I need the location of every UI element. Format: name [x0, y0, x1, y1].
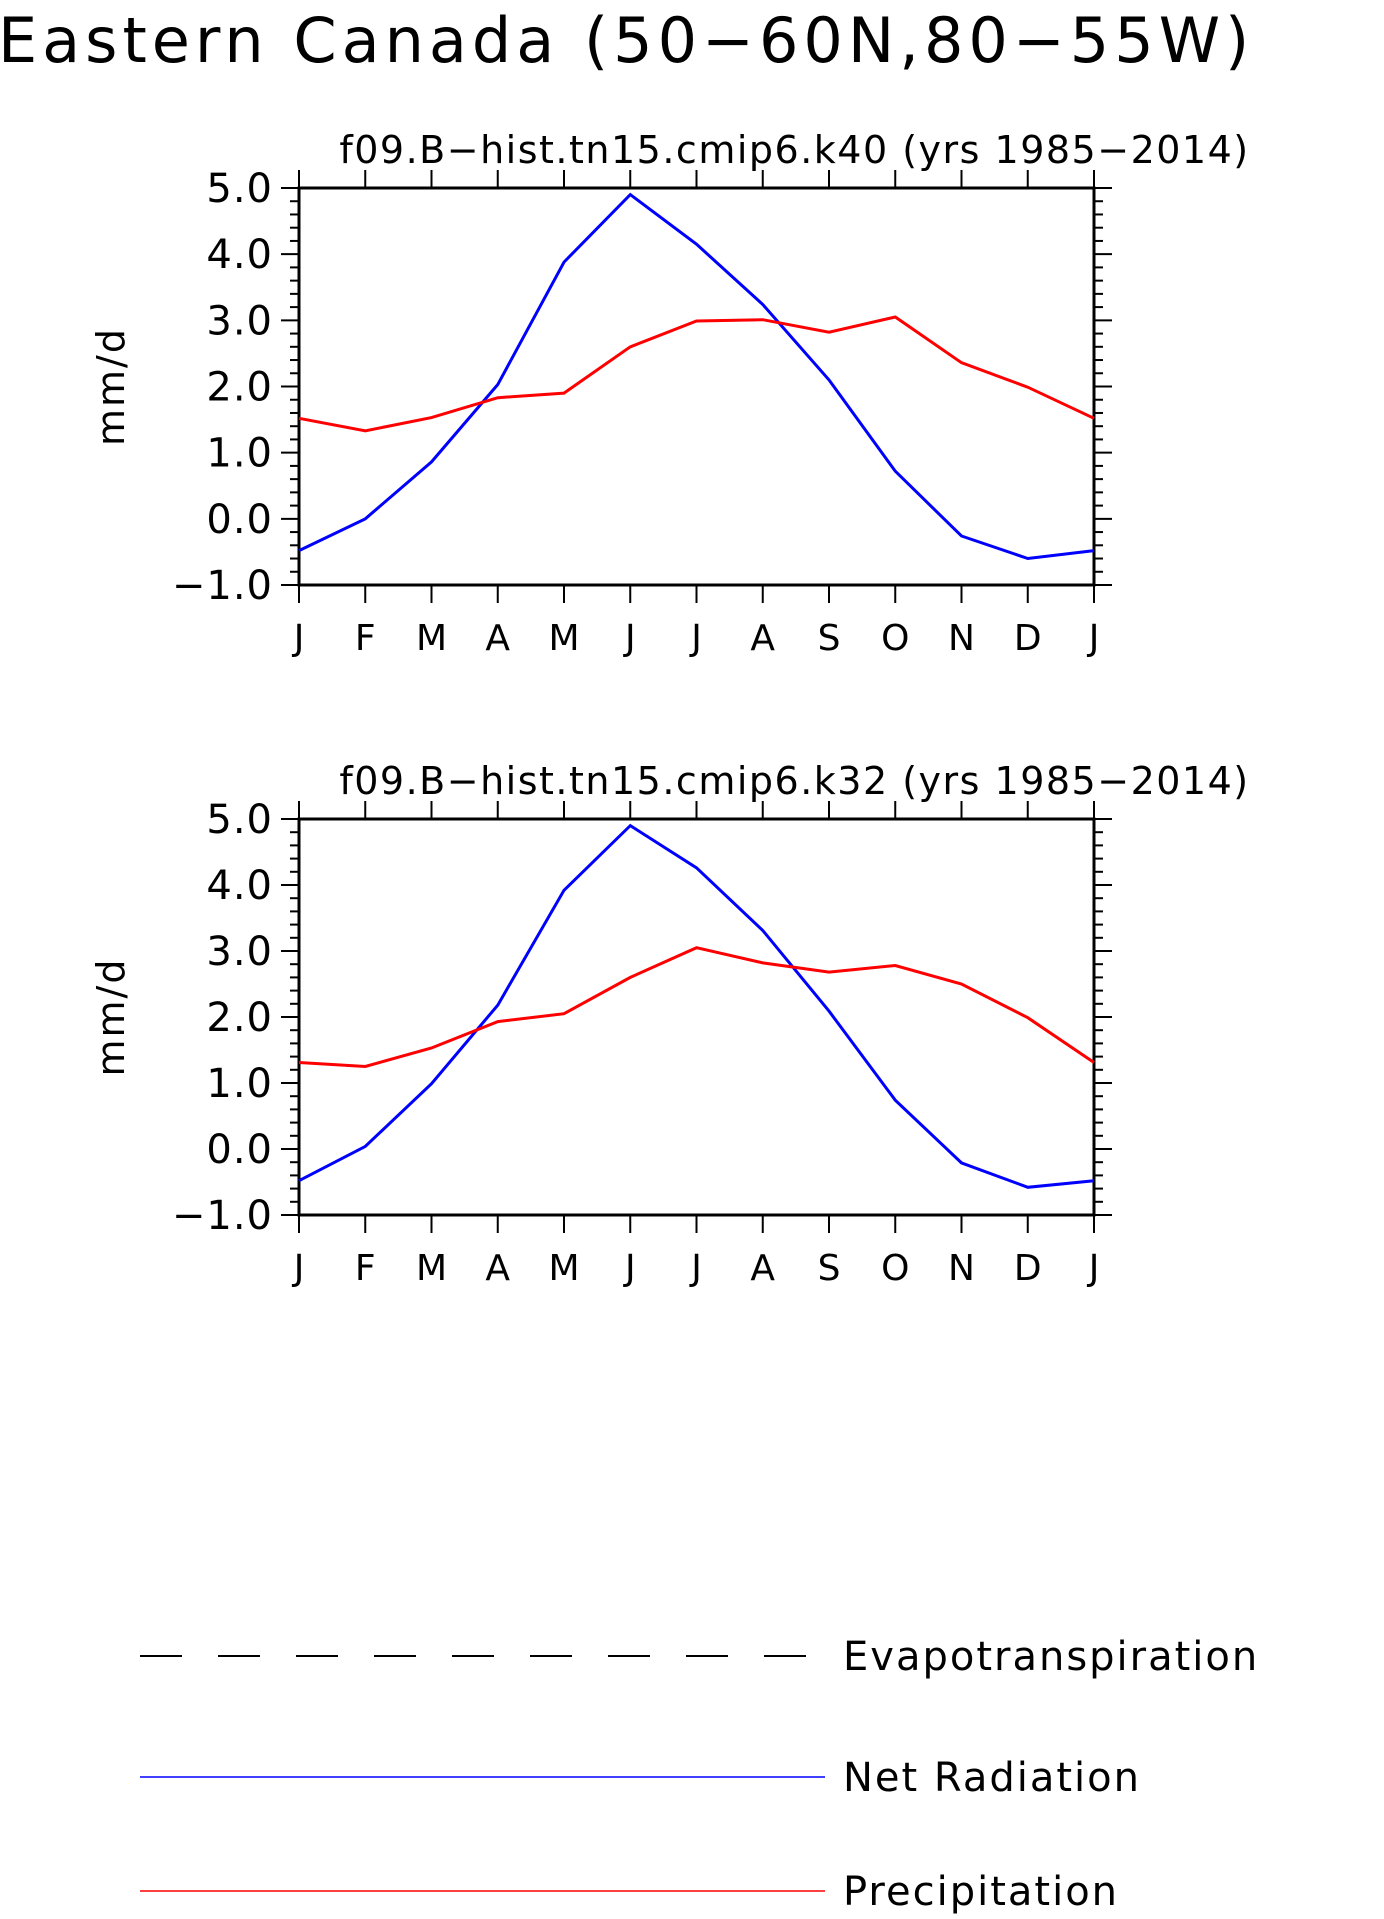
x-tick-label: J [292, 618, 305, 659]
y-tick-label: 0.0 [206, 497, 273, 543]
series-line-precipitation [298, 315, 1095, 433]
series-line-precipitation [298, 946, 1095, 1069]
y-tick-label: 5.0 [206, 797, 273, 843]
legend-label: Net Radiation [843, 1755, 1141, 1801]
chart-panels: f09.B−hist.tn15.cmip6.k40 (yrs 1985−2014… [89, 128, 1249, 1289]
y-tick-label: 1.0 [206, 1061, 273, 1107]
x-tick-label: M [548, 618, 579, 659]
x-tick-label: J [1087, 1248, 1100, 1289]
x-tick-label: N [948, 618, 975, 659]
x-tick-label: A [750, 618, 775, 659]
x-tick-label: A [485, 1248, 510, 1289]
y-axis-label: mm/d [89, 958, 133, 1077]
x-tick-label: J [623, 1248, 636, 1289]
x-tick-label: O [881, 618, 909, 659]
chart-title: f09.B−hist.tn15.cmip6.k32 (yrs 1985−2014… [339, 759, 1249, 803]
legend-item: Evapotranspiration [140, 1634, 1259, 1680]
x-tick-label: N [948, 1248, 975, 1289]
x-tick-label: J [1087, 618, 1100, 659]
x-tick-label: A [750, 1248, 775, 1289]
y-tick-label: 1.0 [206, 431, 273, 477]
y-tick-label: −1.0 [172, 563, 273, 609]
x-tick-label: J [689, 1248, 702, 1289]
series-line-net-radiation [298, 823, 1095, 1189]
plot-frame [297, 186, 1096, 587]
y-tick-label: −1.0 [172, 1193, 273, 1239]
legend: Evapotranspiration Net Radiation Precipita… [140, 1634, 1259, 1915]
chart-panel-2: f09.B−hist.tn15.cmip6.k32 (yrs 1985−2014… [89, 759, 1249, 1289]
chart-panel-1: f09.B−hist.tn15.cmip6.k40 (yrs 1985−2014… [89, 128, 1249, 659]
x-tick-label: A [485, 618, 510, 659]
x-tick-label: J [292, 1248, 305, 1289]
series-line-net-radiation [298, 192, 1095, 561]
y-tick-label: 4.0 [206, 863, 273, 909]
y-tick-label: 4.0 [206, 232, 273, 278]
x-tick-label: D [1014, 1248, 1042, 1289]
y-tick-label: 2.0 [206, 995, 273, 1041]
x-tick-label: D [1014, 618, 1042, 659]
legend-item: Precipitation [140, 1869, 1119, 1915]
x-tick-label: F [355, 618, 376, 659]
x-tick-label: J [689, 618, 702, 659]
legend-label: Precipitation [843, 1869, 1119, 1915]
y-tick-label: 2.0 [206, 365, 273, 411]
x-tick-label: M [416, 618, 447, 659]
x-tick-label: F [355, 1248, 376, 1289]
x-tick-label: S [818, 618, 841, 659]
x-tick-label: S [818, 1248, 841, 1289]
x-tick-label: M [416, 1248, 447, 1289]
x-tick-label: J [623, 618, 636, 659]
y-tick-label: 0.0 [206, 1127, 273, 1173]
legend-item: Net Radiation [140, 1755, 1141, 1801]
y-tick-label: 5.0 [206, 166, 273, 212]
figure-title: Eastern Canada (50−60N,80−55W) [0, 4, 1254, 77]
x-tick-label: M [548, 1248, 579, 1289]
x-tick-label: O [881, 1248, 909, 1289]
legend-label: Evapotranspiration [843, 1634, 1259, 1680]
y-tick-label: 3.0 [206, 298, 273, 344]
y-tick-label: 3.0 [206, 929, 273, 975]
chart-title: f09.B−hist.tn15.cmip6.k40 (yrs 1985−2014… [339, 128, 1249, 172]
plot-frame [297, 817, 1096, 1217]
y-axis-label: mm/d [89, 327, 133, 446]
